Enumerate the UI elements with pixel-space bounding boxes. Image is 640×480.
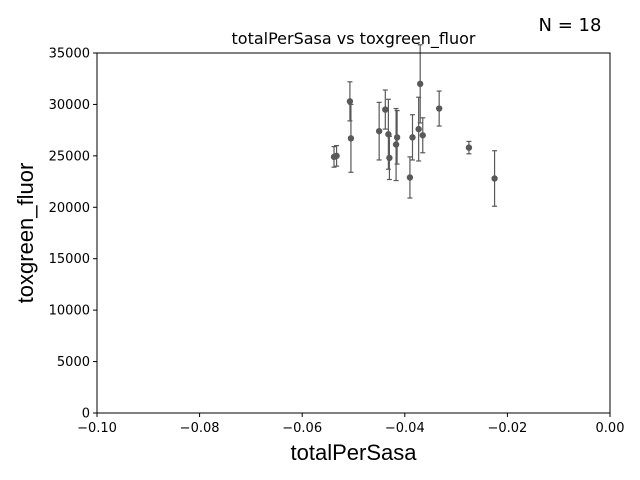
y-axis-ticks: 0 5000 10000 15000 20000 25000 30000 35000 (49, 47, 97, 422)
x-tick-label: 0.00 (596, 421, 625, 436)
y-axis-label: toxgreen_fluor (13, 163, 38, 304)
x-axis-ticks: −0.10 −0.08 −0.06 −0.04 −0.02 0.00 (77, 413, 624, 436)
y-tick-label: 30000 (49, 98, 90, 113)
point-marker (393, 134, 401, 141)
point-marker (409, 134, 416, 141)
data-point (392, 107, 400, 182)
x-tick-label: −0.10 (77, 421, 117, 436)
data-point (375, 101, 383, 161)
data-point (406, 156, 414, 199)
y-tick-label: 25000 (49, 149, 90, 164)
x-tick-label: −0.06 (282, 421, 322, 436)
y-tick-label: 10000 (49, 304, 90, 319)
data-point (347, 103, 355, 173)
point-marker (435, 105, 443, 112)
point-marker (382, 106, 389, 113)
y-tick-label: 35000 (49, 47, 90, 62)
data-points (330, 44, 498, 207)
data-point (416, 44, 424, 124)
data-point (333, 144, 340, 167)
data-point (382, 89, 389, 130)
x-axis-label: totalPerSasa (291, 440, 418, 465)
data-point (415, 96, 422, 162)
data-point (409, 114, 416, 161)
y-tick-label: 0 (82, 407, 90, 422)
point-marker (346, 98, 354, 105)
chart-title: totalPerSasa vs toxgreen_fluor (232, 29, 476, 49)
x-tick-label: −0.08 (180, 421, 220, 436)
y-tick-label: 20000 (49, 201, 90, 216)
point-marker (333, 152, 340, 160)
data-point (491, 150, 498, 207)
point-marker (415, 125, 422, 133)
point-marker (347, 135, 355, 142)
data-point (419, 117, 426, 154)
data-point (386, 135, 393, 181)
x-tick-label: −0.04 (385, 421, 425, 436)
point-marker (406, 174, 414, 181)
point-marker (465, 144, 473, 151)
point-marker (386, 154, 393, 162)
data-point (435, 90, 443, 127)
point-marker (392, 141, 400, 148)
sample-count-annotation: N = 18 (539, 15, 602, 36)
data-point (465, 140, 473, 155)
data-point (393, 109, 401, 165)
y-tick-label: 15000 (49, 252, 90, 267)
data-point (346, 81, 354, 122)
point-marker (419, 132, 426, 139)
y-tick-label: 5000 (57, 355, 90, 370)
point-marker (416, 80, 424, 88)
x-tick-label: −0.02 (487, 421, 527, 436)
point-marker (375, 127, 383, 135)
point-marker (491, 175, 498, 182)
plot-area-frame (96, 52, 611, 414)
